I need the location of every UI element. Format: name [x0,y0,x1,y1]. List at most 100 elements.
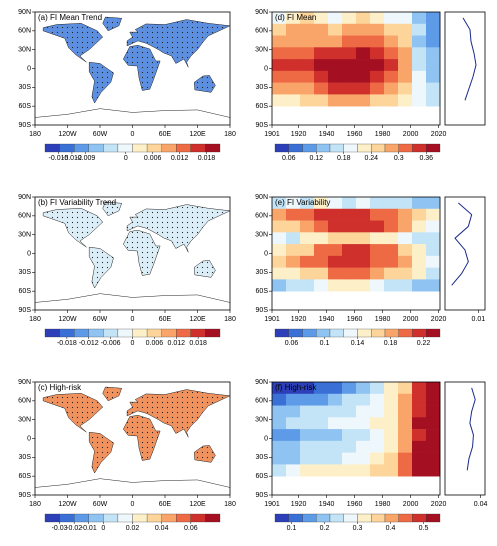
heatmap-cell [342,382,357,395]
colorbar-swatch [190,513,206,523]
heatmap-cell [342,255,357,268]
y-tick-label: 60S [19,473,32,480]
y-tick-label: 90S [256,307,269,314]
heatmap-cell [398,405,413,418]
colorbar-swatch [190,328,206,338]
heatmap-cell [328,35,343,48]
heatmap-cell [328,417,343,430]
heatmap-cell [426,440,441,453]
stippling [102,387,122,401]
panel-title: (f) High-risk [275,383,317,392]
heatmap-cell [356,197,371,210]
heatmap-cell [398,82,413,95]
x-tick-label: 1901 [264,501,280,508]
y-tick-label: 90N [18,9,31,16]
colorbar-swatch [288,143,303,153]
antarctica [34,293,231,303]
colorbar-label: -0.03 [52,525,68,532]
heatmap-cell [314,464,329,477]
x-tick-label: 60E [159,131,172,138]
heatmap-cell [286,440,301,453]
heatmap-cell [328,220,343,233]
colorbar-label: 0.36 [419,155,433,162]
heatmap-cell [398,255,413,268]
heatmap-cell [286,417,301,430]
colorbar-swatch [412,513,427,523]
heatmap-cell [412,197,427,210]
heatmap-cell [286,220,301,233]
antarctica [34,478,231,488]
stippling [89,432,114,474]
heatmap-cell [272,208,287,221]
colorbar-swatch [274,513,289,523]
heatmap-cell [356,267,371,280]
heatmap-cell [356,47,371,60]
colorbar-swatch [398,513,413,523]
heatmap-cell [384,208,399,221]
heatmap-cell [342,70,357,83]
heatmap-cell [356,59,371,72]
heatmap-cell [300,452,315,465]
colorbar-swatch [371,513,386,523]
stippling [123,230,161,276]
heatmap-cell [328,23,343,36]
heatmap-cell [300,82,315,95]
heatmap-cell [356,35,371,48]
heatmap-cell [342,452,357,465]
colorbar-swatch [117,328,133,338]
heatmap-cell [412,440,427,453]
colorbar-swatch [205,513,221,523]
heatmap-cell [286,382,301,395]
colorbar-label: 0 [124,155,128,162]
heatmap-cell [272,94,287,107]
colorbar-label: 0.18 [384,340,398,347]
x-tick-label: 1901 [264,131,280,138]
heatmap-cell [286,244,301,257]
y-tick-label: 0 [27,65,31,72]
heatmap-cell [356,208,371,221]
heatmap-cell [328,94,343,107]
heatmap-cell [342,197,357,210]
heatmap-cell [370,94,385,107]
heatmap-cell [398,208,413,221]
heatmap-cell [286,82,301,95]
colorbar-label: 0.3 [353,525,363,532]
heatmap-cell [356,12,371,25]
colorbar-label: 0.5 [419,525,429,532]
heatmap-cell [412,429,427,442]
heatmap-cell [300,35,315,48]
heatmap-cell [370,197,385,210]
heatmap-cell [328,464,343,477]
heatmap-cell [370,279,385,292]
heatmap-cell [314,429,329,442]
heatmap-cell [356,464,371,477]
y-tick-label: 60S [19,288,32,295]
colorbar-swatch [398,328,413,338]
heatmap-cell [342,23,357,36]
colorbar-swatch [74,328,89,338]
heatmap-cell [412,35,427,48]
x-tick-label: 120E [189,131,206,138]
stippling [43,393,103,433]
heatmap-cell [314,208,329,221]
heatmap-cell [342,232,357,245]
heatmap-cell [314,12,329,25]
heatmap-cell [384,382,399,395]
heatmap-cell [286,267,301,280]
colorbar-swatch [316,143,331,153]
heatmap-cell [412,82,427,95]
colorbar-swatch [426,513,441,523]
heatmap-cell [426,197,441,210]
heatmap-cell [412,464,427,477]
y-tick-label: 30S [19,454,32,461]
heatmap-cell [328,47,343,60]
heatmap-cell [356,279,371,292]
heatmap-cell [370,35,385,48]
colorbar-label: 0.06 [282,155,296,162]
heatmap-cell [370,255,385,268]
colorbar-swatch [343,328,358,338]
colorbar-label: 0.02 [126,525,140,532]
colorbar-swatch [357,513,372,523]
heatmap-cell [426,267,441,280]
colorbar-swatch [161,143,177,153]
